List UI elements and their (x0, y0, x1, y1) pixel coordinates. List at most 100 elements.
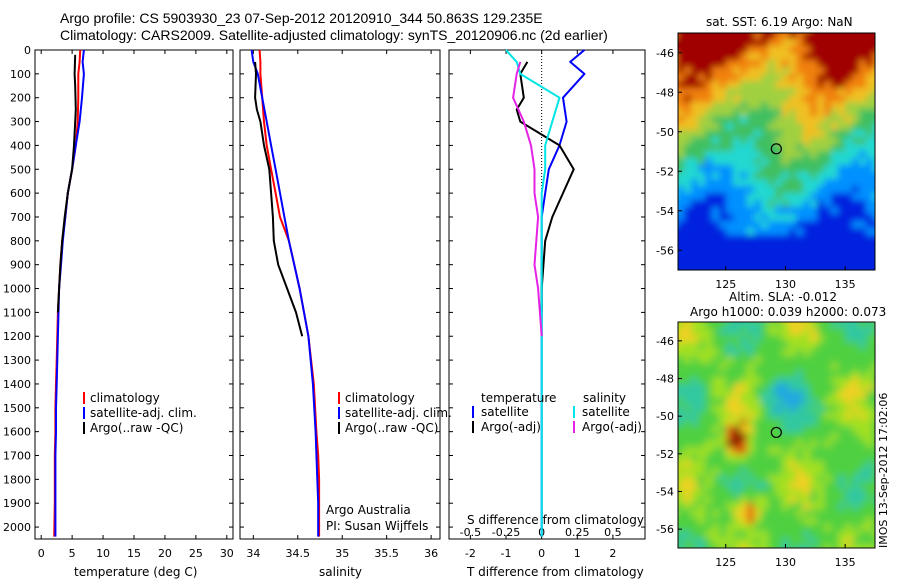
map-cell (754, 349, 762, 357)
map-cell (859, 552, 867, 560)
map-cell (810, 277, 818, 285)
map-cell (691, 263, 699, 270)
map-cell (831, 531, 839, 539)
map-cell (733, 221, 741, 229)
map-cell (705, 545, 713, 548)
map-cell (705, 214, 713, 222)
map-cell (768, 377, 776, 385)
map-cell (810, 447, 818, 455)
map-cell (775, 214, 783, 222)
map-cell (838, 186, 846, 194)
map-cell (817, 193, 825, 201)
map-cell (768, 33, 776, 40)
map-cell (880, 214, 888, 222)
map-cell (733, 95, 741, 103)
map-cell (754, 235, 762, 243)
map-cell (768, 102, 776, 110)
map-cell (782, 151, 790, 159)
map-cell (691, 67, 699, 75)
map-cell (775, 440, 783, 448)
map-cell (845, 538, 853, 546)
map-cell (852, 249, 860, 257)
map-cell (873, 503, 875, 511)
map-cell (866, 235, 874, 243)
map-cell (775, 531, 783, 539)
map-cell (712, 270, 720, 278)
map-cell (880, 193, 888, 201)
map-cell (817, 475, 825, 483)
map-cell (754, 356, 762, 364)
map-cell (678, 398, 685, 406)
map-cell (810, 74, 818, 82)
map-cell (678, 426, 685, 434)
map-cell (852, 440, 860, 448)
map-cell (824, 95, 832, 103)
map-cell (810, 39, 818, 47)
map-cell (761, 256, 769, 264)
map-cell (705, 356, 713, 364)
map-cell (845, 391, 853, 399)
map-cell (803, 328, 811, 336)
map-cell (747, 277, 755, 285)
map-cell (859, 503, 867, 511)
map-cell (754, 151, 762, 159)
map-cell (698, 440, 706, 448)
map-cell (678, 328, 685, 336)
map-cell (754, 440, 762, 448)
map-cell (845, 356, 853, 364)
map-cell (775, 370, 783, 378)
map-cell (678, 39, 685, 47)
map-cell (796, 454, 804, 462)
map-cell (859, 363, 867, 371)
map-cell (866, 256, 874, 264)
map-cell (852, 256, 860, 264)
map-cell (859, 165, 867, 173)
map-cell (678, 242, 685, 250)
map-cell (789, 419, 797, 427)
map-cell (873, 193, 875, 201)
map-cell (789, 109, 797, 117)
map-cell (852, 370, 860, 378)
y-tick-label: -54 (656, 205, 674, 218)
map-cell (859, 151, 867, 159)
y-tick-label: 300 (10, 116, 31, 129)
map-cell (824, 342, 832, 350)
map-cell (761, 461, 769, 469)
map-cell (859, 256, 867, 264)
map-cell (754, 109, 762, 117)
map-cell (880, 32, 888, 40)
map-cell (747, 60, 755, 68)
map-cell (712, 74, 720, 82)
map-cell (754, 517, 762, 525)
map-cell (747, 186, 755, 194)
map-cell (789, 328, 797, 336)
map-cell (803, 531, 811, 539)
map-cell (740, 342, 748, 350)
map-cell (747, 482, 755, 490)
map-cell (782, 172, 790, 180)
map-cell (866, 165, 874, 173)
map-cell (670, 228, 678, 236)
map-cell (866, 440, 874, 448)
map-cell (866, 419, 874, 427)
map-cell (705, 363, 713, 371)
map-cell (719, 419, 727, 427)
map-cell (684, 158, 692, 166)
map-cell (845, 74, 853, 82)
map-cell (712, 53, 720, 61)
map-cell (873, 405, 875, 413)
map-cell (789, 335, 797, 343)
map-cell (782, 67, 790, 75)
map-cell (691, 461, 699, 469)
map-cell (719, 510, 727, 518)
map-cell (698, 256, 706, 264)
map-cell (873, 370, 875, 378)
map-cell (775, 39, 783, 47)
map-cell (691, 123, 699, 131)
map-cell (782, 123, 790, 131)
map-cell (684, 517, 692, 525)
map-cell (866, 221, 874, 229)
map-cell (796, 270, 804, 278)
map-cell (678, 531, 685, 539)
map-cell (691, 342, 699, 350)
